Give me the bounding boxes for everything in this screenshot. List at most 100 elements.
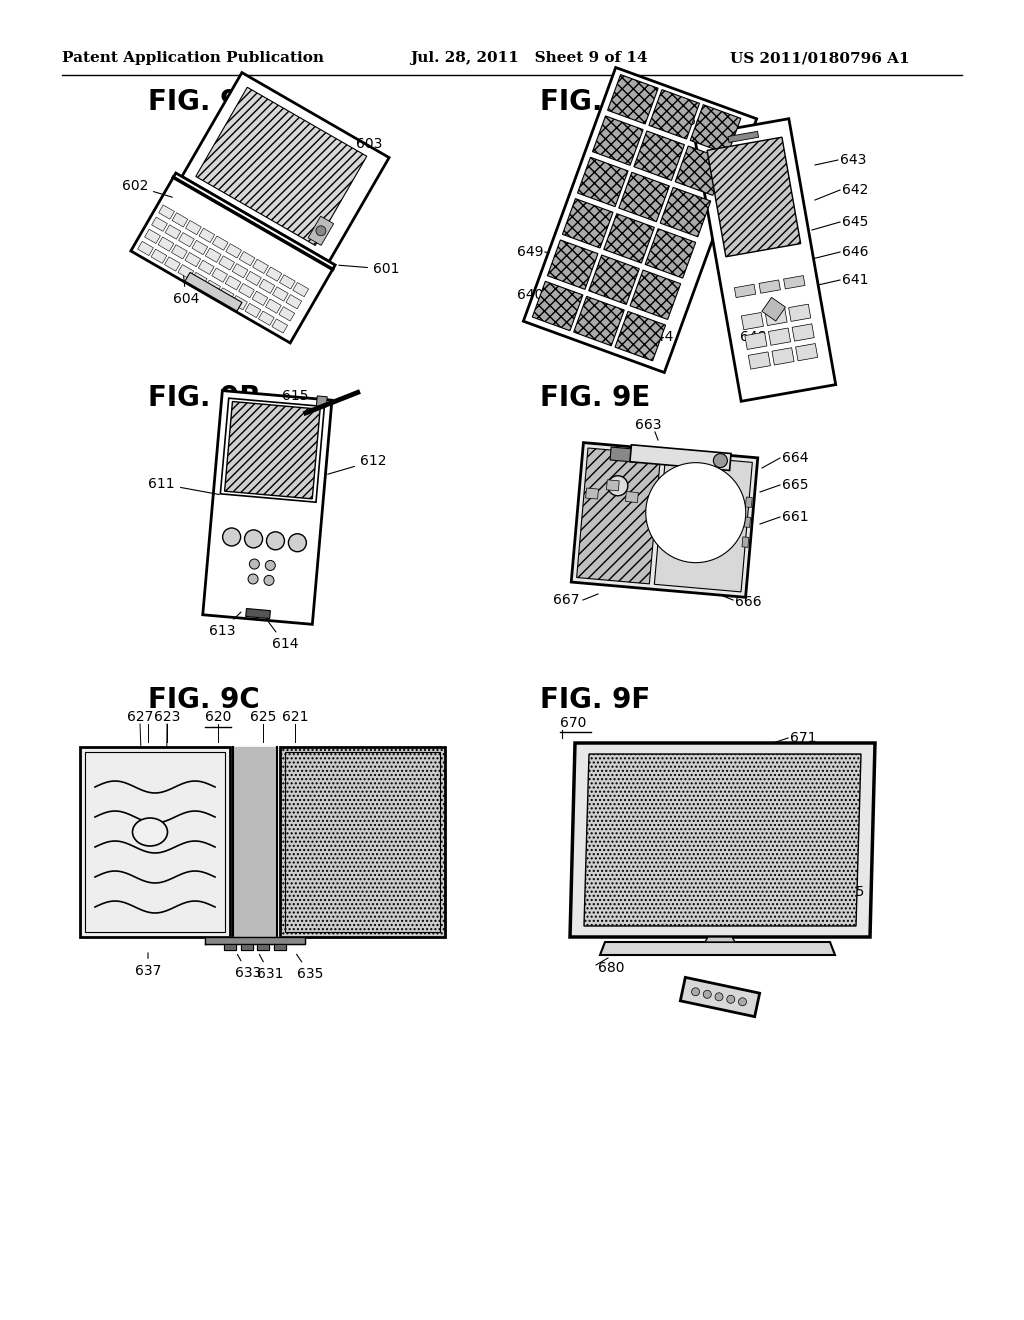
Circle shape bbox=[608, 475, 628, 496]
Text: Jul. 28, 2011   Sheet 9 of 14: Jul. 28, 2011 Sheet 9 of 14 bbox=[410, 51, 647, 65]
Polygon shape bbox=[741, 313, 764, 330]
Circle shape bbox=[674, 491, 718, 535]
Polygon shape bbox=[626, 491, 638, 503]
Polygon shape bbox=[191, 240, 208, 255]
Text: Patent Application Publication: Patent Application Publication bbox=[62, 51, 324, 65]
Text: 673: 673 bbox=[810, 752, 837, 767]
Text: 614: 614 bbox=[268, 622, 298, 651]
Polygon shape bbox=[286, 294, 302, 309]
Polygon shape bbox=[532, 281, 583, 331]
Polygon shape bbox=[165, 224, 181, 239]
Polygon shape bbox=[745, 498, 753, 507]
Text: FIG. 9E: FIG. 9E bbox=[540, 384, 650, 412]
Polygon shape bbox=[293, 282, 308, 297]
Polygon shape bbox=[246, 272, 261, 285]
Polygon shape bbox=[660, 187, 711, 236]
Text: 621: 621 bbox=[282, 710, 308, 723]
Polygon shape bbox=[219, 256, 234, 271]
Text: 613: 613 bbox=[209, 612, 241, 638]
Polygon shape bbox=[240, 251, 255, 265]
Polygon shape bbox=[308, 216, 334, 246]
Polygon shape bbox=[182, 73, 389, 261]
Text: 623: 623 bbox=[154, 710, 180, 723]
Polygon shape bbox=[584, 754, 861, 927]
Polygon shape bbox=[152, 249, 167, 264]
Circle shape bbox=[714, 454, 727, 467]
Polygon shape bbox=[578, 157, 628, 207]
Text: 602: 602 bbox=[122, 180, 172, 197]
Polygon shape bbox=[206, 248, 221, 263]
Text: FIG. 9B: FIG. 9B bbox=[148, 384, 260, 412]
Text: 641: 641 bbox=[842, 273, 868, 286]
Text: 633: 633 bbox=[234, 954, 261, 979]
Polygon shape bbox=[252, 292, 268, 305]
Polygon shape bbox=[203, 391, 332, 624]
Polygon shape bbox=[573, 297, 625, 346]
Polygon shape bbox=[680, 977, 760, 1016]
Text: FIG. 9D: FIG. 9D bbox=[540, 88, 654, 116]
Polygon shape bbox=[762, 297, 785, 321]
Polygon shape bbox=[196, 87, 367, 246]
Polygon shape bbox=[185, 272, 242, 312]
Text: 646: 646 bbox=[842, 246, 868, 259]
Text: 612: 612 bbox=[328, 454, 386, 474]
Polygon shape bbox=[586, 488, 598, 499]
Polygon shape bbox=[280, 275, 295, 289]
Text: 625: 625 bbox=[250, 710, 276, 723]
Polygon shape bbox=[257, 944, 269, 950]
Polygon shape bbox=[675, 147, 726, 195]
Text: 667: 667 bbox=[553, 593, 580, 607]
Polygon shape bbox=[734, 284, 756, 297]
Polygon shape bbox=[759, 280, 780, 293]
Text: 604: 604 bbox=[173, 273, 200, 306]
Polygon shape bbox=[265, 298, 282, 313]
Polygon shape bbox=[742, 537, 749, 548]
Polygon shape bbox=[239, 284, 254, 298]
Polygon shape bbox=[266, 267, 282, 281]
Circle shape bbox=[646, 462, 745, 562]
Polygon shape bbox=[768, 327, 791, 346]
Circle shape bbox=[266, 532, 285, 550]
Polygon shape bbox=[159, 205, 174, 219]
Polygon shape bbox=[744, 333, 767, 350]
Polygon shape bbox=[258, 312, 274, 325]
Polygon shape bbox=[618, 173, 670, 222]
Ellipse shape bbox=[132, 818, 168, 846]
Text: 648: 648 bbox=[740, 330, 767, 345]
Text: 647: 647 bbox=[687, 114, 713, 128]
Polygon shape bbox=[158, 238, 174, 251]
Polygon shape bbox=[783, 276, 805, 289]
Text: 637: 637 bbox=[135, 953, 161, 978]
Polygon shape bbox=[144, 230, 161, 243]
Polygon shape bbox=[185, 252, 201, 267]
Polygon shape bbox=[241, 944, 253, 950]
Polygon shape bbox=[224, 401, 321, 499]
Text: 601: 601 bbox=[339, 261, 399, 276]
Polygon shape bbox=[246, 609, 270, 619]
Polygon shape bbox=[199, 228, 215, 243]
Polygon shape bbox=[728, 131, 759, 143]
Polygon shape bbox=[172, 213, 187, 227]
Polygon shape bbox=[523, 67, 757, 372]
Circle shape bbox=[653, 471, 737, 554]
Text: 642: 642 bbox=[842, 183, 868, 197]
Text: 643: 643 bbox=[840, 153, 866, 168]
Text: 650: 650 bbox=[580, 308, 606, 322]
Polygon shape bbox=[749, 352, 770, 370]
Text: 631: 631 bbox=[257, 954, 284, 981]
Polygon shape bbox=[152, 216, 167, 231]
Polygon shape bbox=[705, 937, 735, 942]
Polygon shape bbox=[185, 220, 202, 235]
Text: 603: 603 bbox=[305, 137, 382, 157]
Polygon shape bbox=[212, 236, 228, 251]
Polygon shape bbox=[272, 319, 288, 333]
Polygon shape bbox=[218, 288, 233, 302]
Circle shape bbox=[250, 560, 259, 569]
Polygon shape bbox=[604, 214, 654, 263]
Polygon shape bbox=[178, 232, 195, 247]
Polygon shape bbox=[630, 271, 681, 319]
Text: 644: 644 bbox=[647, 330, 673, 345]
Polygon shape bbox=[610, 447, 641, 462]
Polygon shape bbox=[231, 296, 248, 310]
Polygon shape bbox=[600, 942, 835, 954]
